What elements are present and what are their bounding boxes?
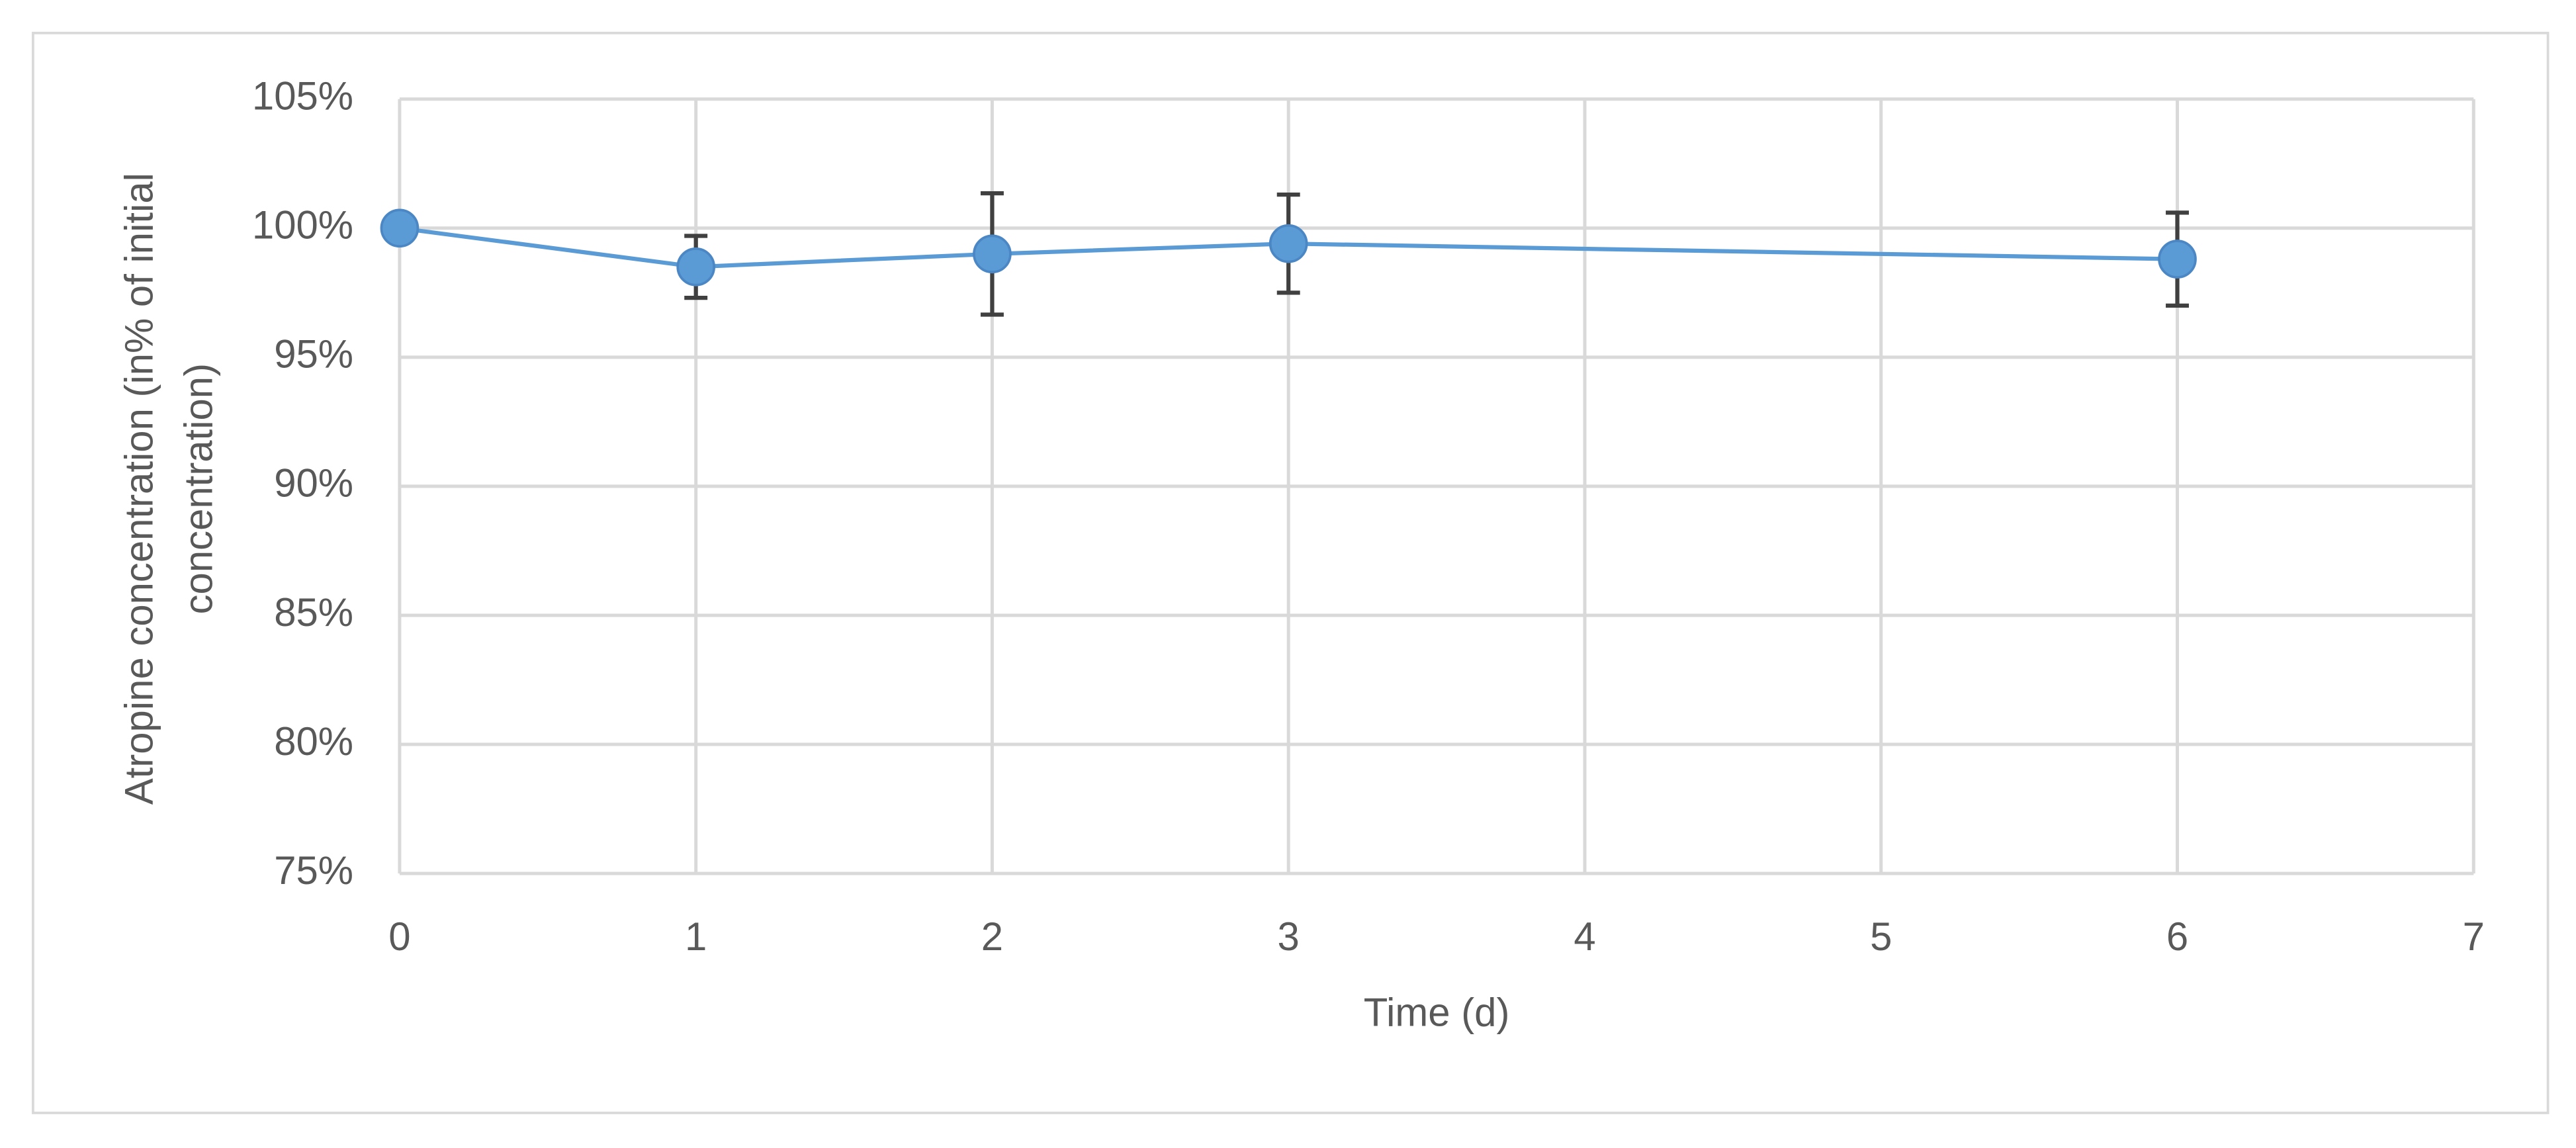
y-axis-title-line: Atropine concentration (in% of initial [116,173,161,805]
data-point [2158,240,2197,279]
y-tick-label: 100% [252,203,353,247]
data-point [1268,224,1308,263]
y-axis-title: Atropine concentration (in% of initial c… [116,173,220,805]
x-tick-label: 2 [981,914,1003,959]
x-tick-label: 5 [1870,914,1892,959]
data-point [676,247,716,287]
x-axis-title: Time (d) [1364,991,1510,1035]
x-tick-label: 0 [388,914,410,959]
y-tick-label: 95% [274,332,353,376]
data-point [380,208,420,248]
x-tick-label: 3 [1278,914,1300,959]
y-tick-label: 75% [274,848,353,893]
y-axis-title-line: concentration) [176,363,220,614]
x-tick-label: 6 [2166,914,2188,959]
y-tick-label: 85% [274,590,353,635]
x-tick-label: 1 [685,914,707,959]
y-tick-label: 80% [274,719,353,764]
y-tick-label: 105% [252,74,353,118]
data-point [973,234,1012,274]
y-tick-label: 90% [274,461,353,506]
x-tick-label: 4 [1574,914,1595,959]
x-tick-label: 7 [2463,914,2485,959]
